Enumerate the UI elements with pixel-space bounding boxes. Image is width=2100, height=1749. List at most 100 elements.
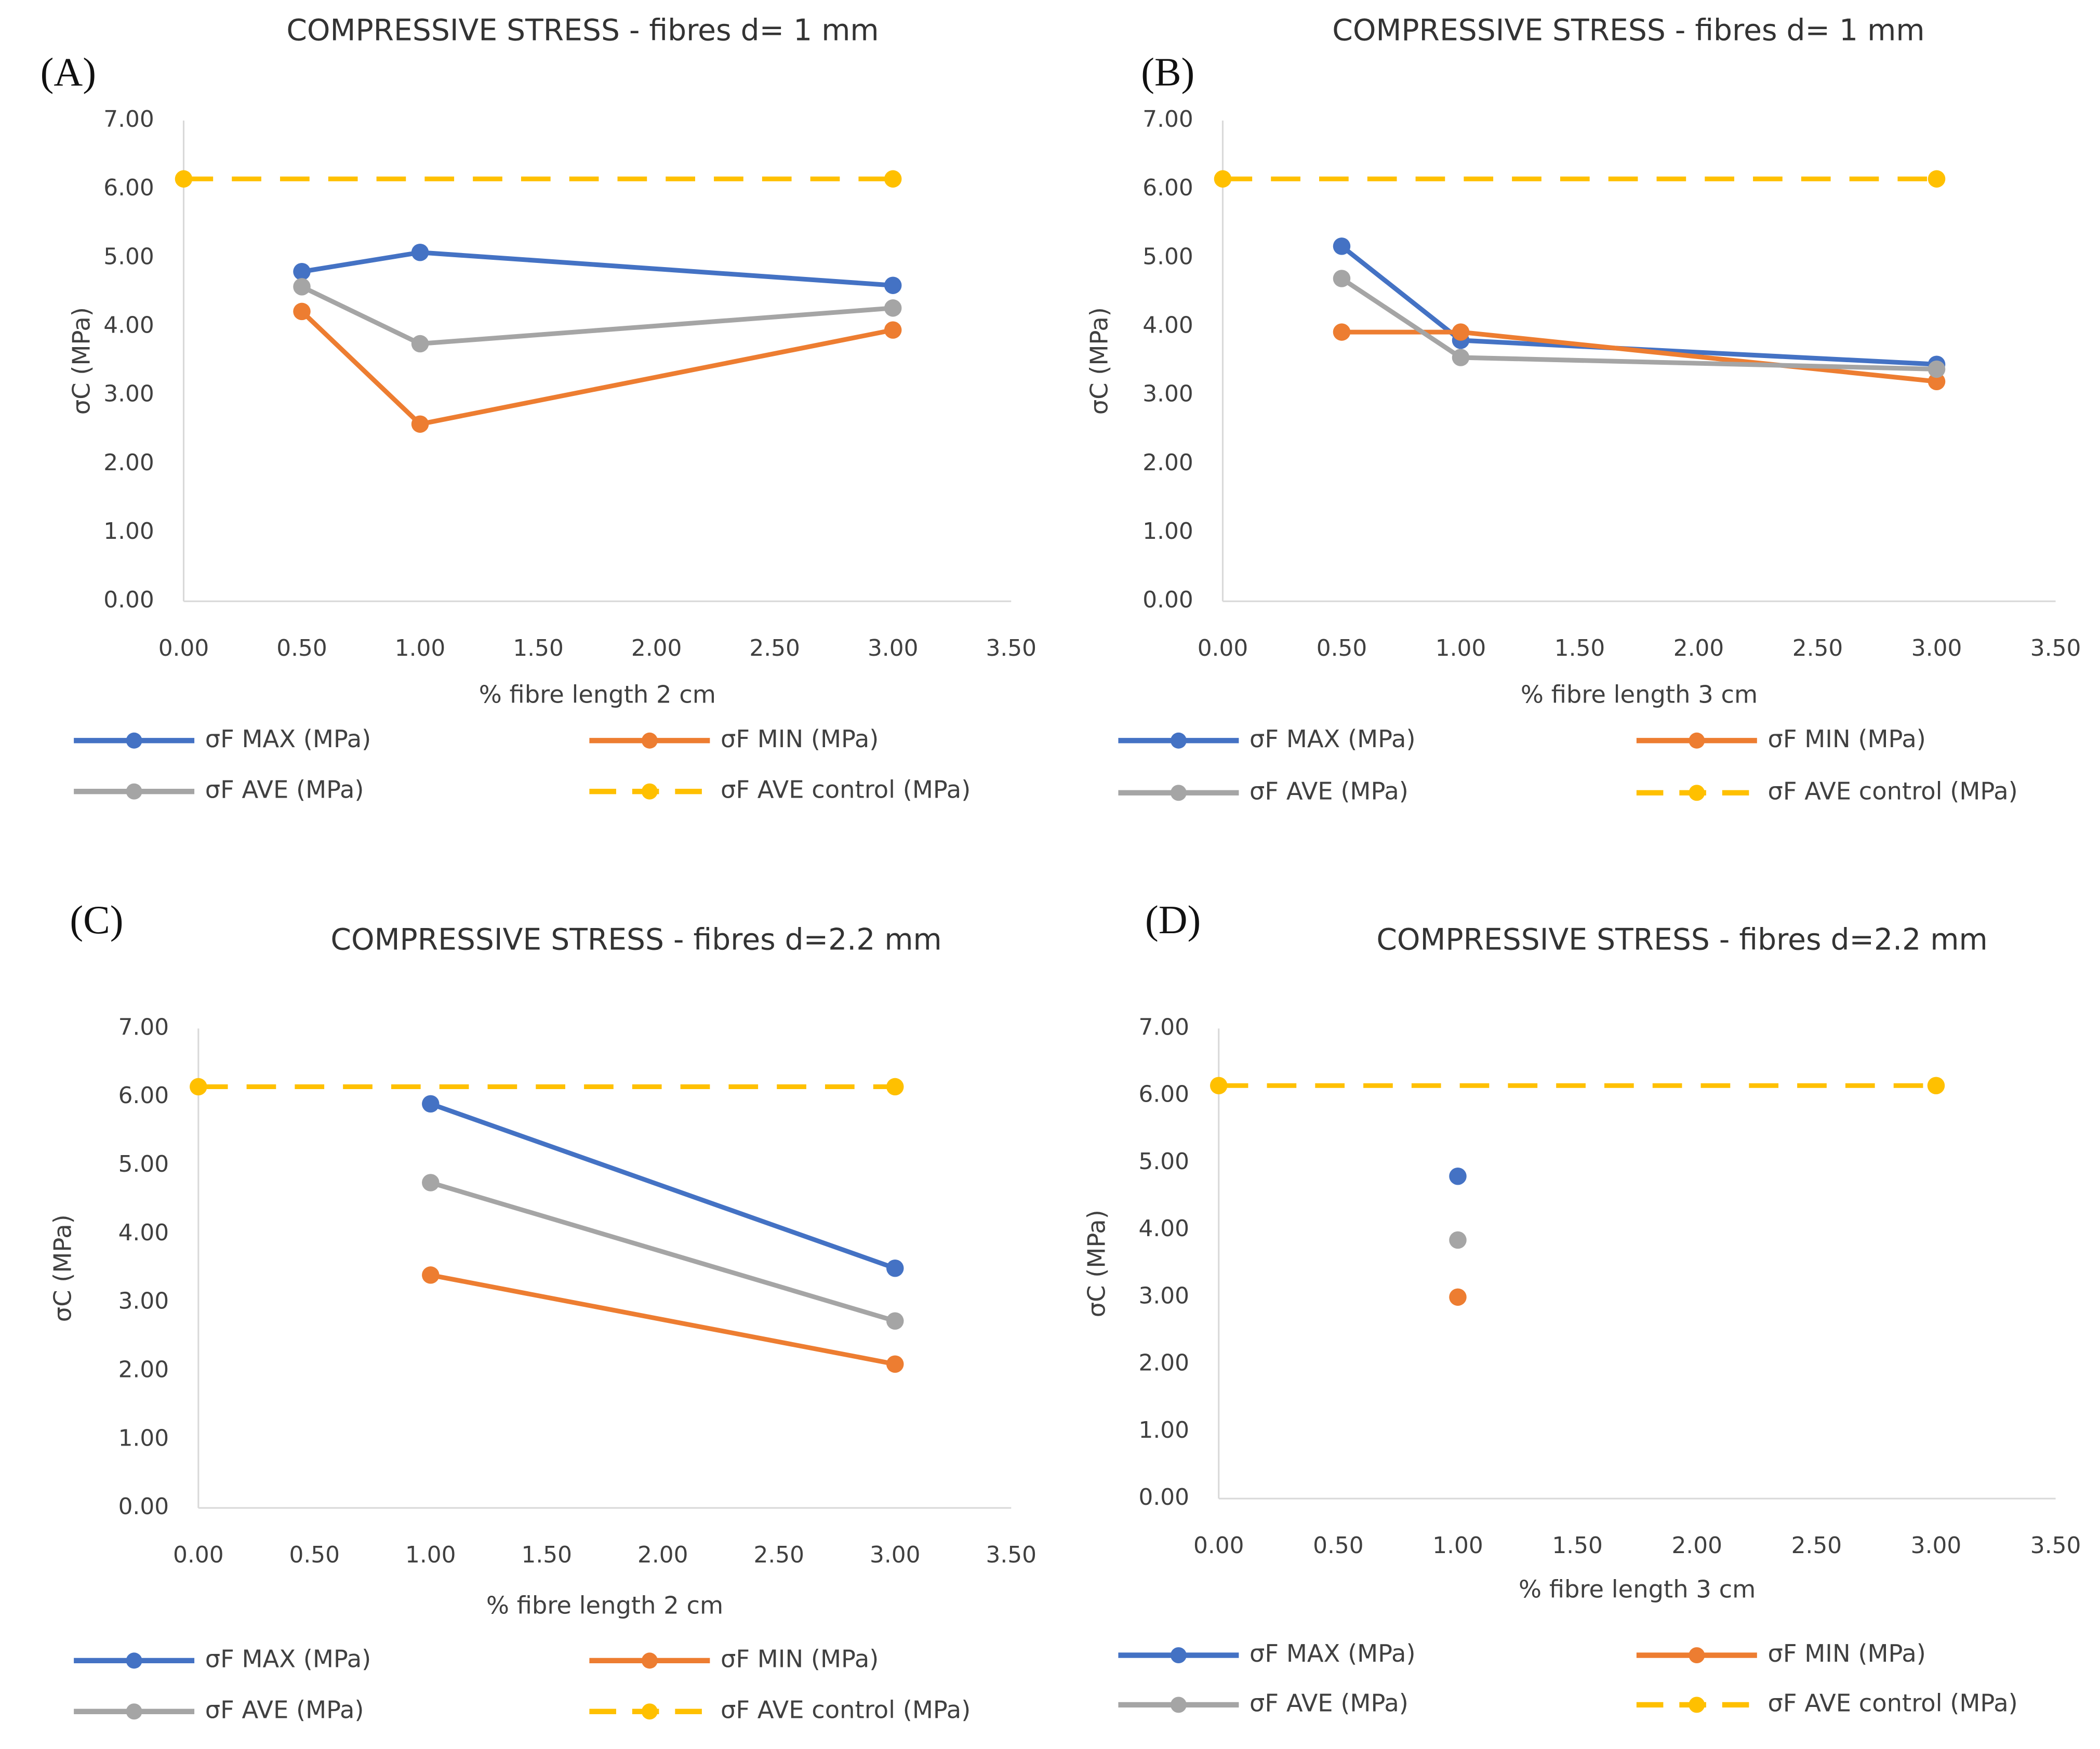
legend-label: σF MAX (MPa) xyxy=(205,1645,371,1673)
y-tick-label: 0.00 xyxy=(1142,587,1193,613)
data-point xyxy=(422,1266,440,1284)
y-tick-label: 2.00 xyxy=(1139,1350,1190,1376)
panel-label: (C) xyxy=(70,897,123,942)
data-point xyxy=(293,278,311,296)
data-point xyxy=(1333,323,1351,341)
y-tick-label: 0.00 xyxy=(1139,1484,1190,1511)
legend-marker xyxy=(641,732,658,749)
data-point xyxy=(886,1312,904,1330)
x-tick-label: 3.50 xyxy=(2030,1532,2081,1559)
legend-marker xyxy=(1170,1697,1187,1713)
y-tick-label: 1.00 xyxy=(118,1425,169,1451)
x-tick-label: 2.50 xyxy=(1791,1532,1842,1559)
x-tick-label: 0.00 xyxy=(158,635,209,661)
series-line xyxy=(430,1102,896,1270)
y-tick-label: 5.00 xyxy=(118,1151,169,1177)
data-point xyxy=(884,170,902,188)
legend-label: σF MAX (MPa) xyxy=(1250,725,1416,753)
legend-label: σF AVE (MPa) xyxy=(1250,777,1408,805)
series-line xyxy=(301,250,894,288)
x-axis-label: % fibre length 2 cm xyxy=(479,681,716,709)
y-tick-label: 4.00 xyxy=(103,312,154,339)
data-point xyxy=(1449,1167,1467,1185)
x-tick-label: 0.50 xyxy=(289,1542,340,1568)
y-tick-label: 0.00 xyxy=(118,1493,169,1520)
x-tick-label: 0.50 xyxy=(276,635,327,661)
x-tick-label: 2.50 xyxy=(754,1542,805,1568)
data-point xyxy=(411,243,429,261)
legend-label: σF MIN (MPa) xyxy=(721,1645,879,1673)
y-tick-label: 5.00 xyxy=(1142,243,1193,270)
x-tick-label: 1.00 xyxy=(1436,635,1486,661)
panel-label: (B) xyxy=(1141,50,1194,95)
x-tick-label: 0.50 xyxy=(1313,1532,1364,1559)
x-axis-label: % fibre length 2 cm xyxy=(486,1591,723,1619)
y-tick-label: 7.00 xyxy=(1139,1014,1190,1040)
y-axis-label: σC (MPa) xyxy=(1085,307,1113,415)
legend-marker xyxy=(126,1652,142,1669)
y-tick-label: 0.00 xyxy=(103,587,154,613)
y-tick-label: 4.00 xyxy=(118,1220,169,1246)
legend-label: σF AVE control (MPa) xyxy=(721,776,971,804)
legend-label: σF MAX (MPa) xyxy=(1250,1639,1416,1667)
y-tick-label: 4.00 xyxy=(1139,1215,1190,1242)
y-tick-label: 6.00 xyxy=(103,175,154,201)
y-tick-label: 2.00 xyxy=(103,449,154,476)
x-tick-label: 1.00 xyxy=(395,635,446,661)
chart-title: COMPRESSIVE STRESS - fibres d= 1 mm xyxy=(1332,13,1924,47)
data-point xyxy=(422,1095,440,1113)
data-point xyxy=(886,1259,904,1277)
series-line xyxy=(430,1180,896,1323)
x-tick-label: 2.00 xyxy=(1673,635,1724,661)
data-point xyxy=(293,263,311,281)
legend-label: σF AVE (MPa) xyxy=(205,776,364,804)
y-tick-label: 1.00 xyxy=(103,518,154,545)
x-tick-label: 0.00 xyxy=(1193,1532,1244,1559)
data-point xyxy=(1928,373,1946,390)
x-tick-label: 0.50 xyxy=(1317,635,1367,661)
legend-marker xyxy=(641,1652,658,1669)
y-tick-label: 2.00 xyxy=(1142,449,1193,476)
x-tick-label: 1.50 xyxy=(513,635,564,661)
legend-marker xyxy=(641,783,658,800)
legend-label: σF MAX (MPa) xyxy=(205,725,371,753)
x-tick-label: 2.00 xyxy=(1671,1532,1722,1559)
x-tick-label: 0.00 xyxy=(1198,635,1248,661)
y-axis-label: σC (MPa) xyxy=(1082,1210,1110,1317)
legend-label: σF AVE (MPa) xyxy=(1250,1689,1408,1717)
data-point xyxy=(1927,1077,1945,1094)
series-line xyxy=(1340,244,1937,367)
data-point xyxy=(422,1174,440,1191)
legend-marker xyxy=(126,732,142,749)
legend-marker xyxy=(126,783,142,800)
y-tick-label: 3.00 xyxy=(118,1288,169,1315)
legend-label: σF MIN (MPa) xyxy=(1767,1639,1925,1667)
x-tick-label: 2.50 xyxy=(1792,635,1843,661)
chart-title: COMPRESSIVE STRESS - fibres d=2.2 mm xyxy=(1376,922,1987,957)
data-point xyxy=(884,299,902,317)
data-point xyxy=(1333,237,1351,255)
x-axis-label: % fibre length 3 cm xyxy=(1521,681,1758,709)
data-point xyxy=(1452,349,1470,366)
x-tick-label: 1.00 xyxy=(1432,1532,1483,1559)
y-tick-label: 7.00 xyxy=(1142,106,1193,132)
data-point xyxy=(411,335,429,353)
x-tick-label: 3.00 xyxy=(1911,1532,1962,1559)
y-tick-label: 3.00 xyxy=(1142,381,1193,407)
legend-marker xyxy=(1689,732,1705,749)
chart-title: COMPRESSIVE STRESS - fibres d=2.2 mm xyxy=(330,922,941,957)
y-axis-label: σC (MPa) xyxy=(49,1214,77,1322)
panel-label: (D) xyxy=(1145,897,1201,942)
y-tick-label: 5.00 xyxy=(103,243,154,270)
y-tick-label: 4.00 xyxy=(1142,312,1193,339)
x-tick-label: 3.00 xyxy=(868,635,919,661)
data-point xyxy=(1928,360,1946,378)
data-point xyxy=(1333,270,1351,287)
data-point xyxy=(884,321,902,339)
y-tick-label: 3.00 xyxy=(1139,1282,1190,1309)
y-tick-label: 2.00 xyxy=(118,1356,169,1383)
y-tick-label: 6.00 xyxy=(1139,1081,1190,1108)
data-point xyxy=(884,276,902,294)
data-point xyxy=(1449,1231,1467,1249)
